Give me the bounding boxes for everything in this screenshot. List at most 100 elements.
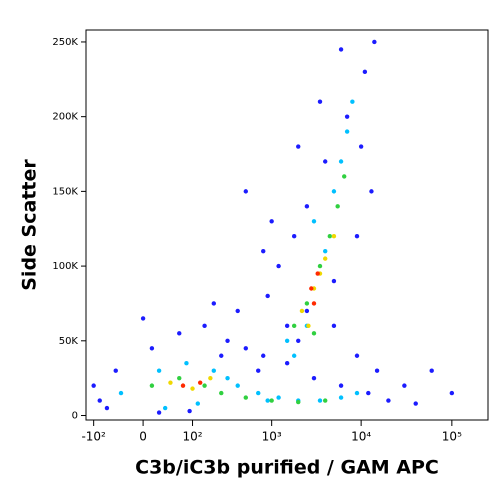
- point: [177, 375, 182, 381]
- point: [243, 395, 248, 400]
- point: [149, 383, 155, 388]
- point: [338, 395, 344, 400]
- point: [284, 361, 290, 366]
- point: [261, 353, 266, 358]
- y-tick-label: 150K: [52, 186, 78, 197]
- point: [225, 338, 230, 344]
- x-tick-label: 10⁴: [351, 430, 371, 444]
- point: [304, 301, 310, 306]
- point: [177, 331, 182, 336]
- point: [256, 368, 261, 373]
- point: [291, 234, 297, 239]
- y-tick-label: 200K: [52, 112, 78, 123]
- x-tick-label: 10²: [182, 430, 202, 444]
- point: [156, 410, 162, 415]
- point: [168, 380, 173, 385]
- point: [265, 293, 270, 299]
- point: [323, 398, 328, 403]
- point: [296, 338, 301, 344]
- point: [219, 390, 224, 396]
- point: [386, 398, 391, 403]
- point: [350, 99, 355, 104]
- point: [342, 174, 347, 179]
- point: [269, 398, 274, 403]
- point: [358, 144, 364, 149]
- point: [91, 383, 96, 388]
- point: [219, 353, 224, 358]
- point: [374, 368, 380, 373]
- point: [261, 248, 266, 254]
- point: [354, 390, 360, 396]
- point: [354, 353, 360, 358]
- point: [211, 301, 216, 306]
- point: [235, 383, 240, 388]
- point: [311, 219, 317, 224]
- x-tick-label: 10⁵: [442, 430, 462, 444]
- point: [335, 204, 340, 209]
- point: [338, 159, 344, 164]
- point: [338, 47, 344, 52]
- point: [354, 234, 360, 239]
- point: [284, 338, 290, 344]
- point: [243, 189, 248, 194]
- point: [344, 114, 350, 119]
- point: [413, 401, 418, 406]
- point: [306, 323, 311, 329]
- point: [317, 263, 323, 269]
- point: [276, 395, 281, 400]
- point: [311, 331, 317, 336]
- point: [317, 398, 323, 403]
- point: [323, 248, 328, 254]
- point: [296, 144, 301, 149]
- y-tick-label: 0: [72, 411, 78, 422]
- point: [366, 390, 371, 396]
- x-tick-label: 10³: [262, 430, 282, 444]
- point: [184, 361, 189, 366]
- point: [327, 234, 333, 239]
- point: [344, 129, 350, 134]
- point: [362, 69, 368, 75]
- point: [315, 271, 320, 276]
- point: [304, 308, 310, 314]
- point: [113, 368, 118, 373]
- point: [180, 383, 186, 388]
- point: [265, 398, 270, 403]
- y-axis-title: Side Scatter: [19, 159, 41, 291]
- x-tick-label: 0: [139, 430, 147, 444]
- point: [284, 323, 290, 329]
- point: [195, 401, 200, 406]
- point: [162, 405, 168, 411]
- point: [311, 301, 317, 306]
- point: [331, 234, 337, 239]
- point: [256, 390, 261, 396]
- point: [243, 346, 248, 351]
- point: [338, 383, 344, 388]
- point: [331, 323, 337, 329]
- point: [202, 323, 207, 329]
- x-tick-label: -10²: [81, 430, 106, 444]
- point: [269, 219, 274, 224]
- point: [97, 398, 102, 403]
- point: [372, 39, 377, 45]
- point: [156, 368, 162, 373]
- point: [202, 383, 207, 388]
- point: [299, 308, 305, 314]
- point: [208, 375, 213, 381]
- point: [149, 346, 155, 351]
- point: [323, 256, 328, 261]
- point: [211, 368, 216, 373]
- point: [276, 263, 281, 269]
- point: [331, 278, 337, 284]
- point: [187, 408, 192, 414]
- point: [291, 323, 297, 329]
- x-axis-title: C3b/iC3b purified / GAM APC: [135, 457, 439, 479]
- point: [190, 386, 195, 391]
- y-tick-label: 100K: [52, 261, 78, 272]
- point: [296, 399, 301, 405]
- plot-frame: [85, 29, 489, 421]
- point: [118, 390, 124, 396]
- point: [323, 159, 328, 164]
- point: [104, 405, 110, 411]
- point: [402, 383, 407, 388]
